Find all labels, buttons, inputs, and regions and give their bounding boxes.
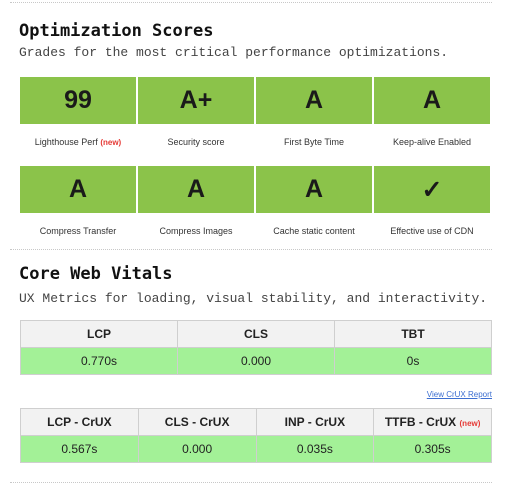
grade-tile-cdn[interactable]: ✓ Effective use of CDN	[374, 166, 490, 236]
grade-tile-security[interactable]: A+ Security score	[138, 77, 254, 147]
table-header-row: LCP - CrUX CLS - CrUX INP - CrUX TTFB - …	[20, 408, 492, 436]
value-tbt: 0s	[334, 347, 492, 375]
section-divider	[10, 249, 492, 250]
header-lcp-crux: LCP - CrUX	[20, 408, 139, 436]
top-divider	[10, 2, 492, 3]
header-tbt: TBT	[334, 320, 492, 348]
grade-label: Compress Transfer	[39, 226, 117, 236]
grade-label: Lighthouse Perf (new)	[20, 137, 136, 147]
optimization-title: Optimization Scores	[19, 21, 214, 41]
table-header-row: LCP CLS TBT	[20, 320, 492, 348]
grade-tile-first-byte[interactable]: A First Byte Time	[256, 77, 372, 147]
grade-value: 99	[20, 77, 136, 124]
table-row: 0.770s 0.000 0s	[20, 347, 492, 375]
grade-label: Security score	[167, 137, 225, 147]
grade-value: A	[20, 166, 136, 213]
new-badge: (new)	[100, 138, 122, 147]
bottom-divider	[10, 482, 492, 483]
grade-label: First Byte Time	[283, 137, 344, 147]
grade-row-1: 99 Lighthouse Perf (new) A+ Security sco…	[20, 77, 490, 147]
grade-tile-keep-alive[interactable]: A Keep-alive Enabled	[374, 77, 490, 147]
grade-row-2: A Compress Transfer A Compress Images A …	[20, 166, 490, 236]
value-lcp-crux: 0.567s	[20, 435, 139, 463]
grade-label-text: Lighthouse Perf	[34, 137, 98, 147]
grade-value: A	[256, 166, 372, 213]
header-lcp: LCP	[20, 320, 178, 348]
lab-vitals-table: LCP CLS TBT 0.770s 0.000 0s	[20, 320, 492, 375]
check-icon: ✓	[374, 166, 490, 213]
grade-value: A	[374, 77, 490, 124]
header-cls-crux: CLS - CrUX	[137, 408, 257, 436]
vitals-title: Core Web Vitals	[19, 264, 173, 284]
grade-tile-cache-static[interactable]: A Cache static content	[256, 166, 372, 236]
grade-label: Compress Images	[159, 226, 233, 236]
grade-tile-compress-transfer[interactable]: A Compress Transfer	[20, 166, 136, 236]
optimization-subtitle: Grades for the most critical performance…	[19, 45, 449, 60]
grade-label: Keep-alive Enabled	[392, 137, 472, 147]
value-cls: 0.000	[177, 347, 335, 375]
value-cls-crux: 0.000	[137, 435, 257, 463]
grade-value: A	[138, 166, 254, 213]
header-ttfb-crux: TTFB - CrUX (new)	[373, 408, 492, 436]
crux-vitals-table: LCP - CrUX CLS - CrUX INP - CrUX TTFB - …	[20, 408, 492, 463]
grade-label: Effective use of CDN	[390, 226, 474, 236]
grade-label: Cache static content	[273, 226, 355, 236]
grade-value: A+	[138, 77, 254, 124]
new-badge: (new)	[459, 419, 481, 428]
grade-tile-lighthouse[interactable]: 99 Lighthouse Perf (new)	[20, 77, 136, 147]
vitals-subtitle: UX Metrics for loading, visual stability…	[19, 291, 488, 306]
value-inp-crux: 0.035s	[255, 435, 375, 463]
header-inp-crux: INP - CrUX	[255, 408, 375, 436]
header-ttfb-text: TTFB - CrUX	[384, 415, 457, 429]
grade-value: A	[256, 77, 372, 124]
grade-tile-compress-images[interactable]: A Compress Images	[138, 166, 254, 236]
table-row: 0.567s 0.000 0.035s 0.305s	[20, 435, 492, 463]
view-crux-report-link[interactable]: View CrUX Report	[426, 390, 492, 399]
header-cls: CLS	[177, 320, 335, 348]
value-lcp: 0.770s	[20, 347, 178, 375]
value-ttfb-crux: 0.305s	[373, 435, 492, 463]
